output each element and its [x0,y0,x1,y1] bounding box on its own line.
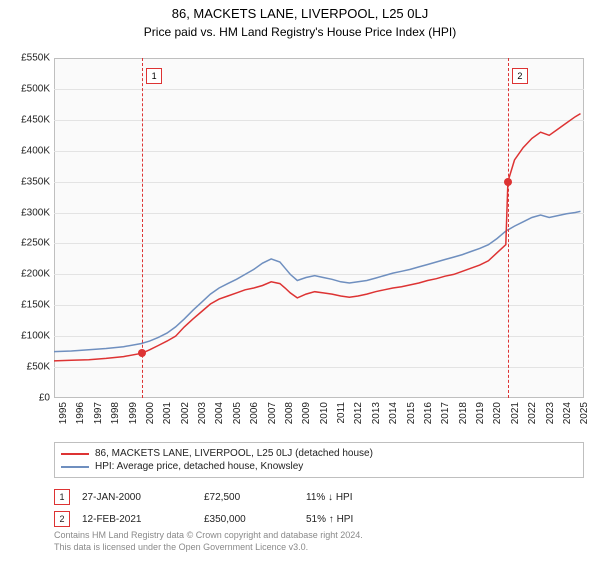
y-axis-tick-label: £450K [4,114,50,125]
footer: Contains HM Land Registry data © Crown c… [54,530,584,553]
x-axis-tick-label: 2024 [562,402,573,424]
x-axis-tick-label: 1995 [58,402,69,424]
table-row: 1 27-JAN-2000 £72,500 11% ↓ HPI [54,486,584,508]
x-axis-tick-label: 2013 [371,402,382,424]
y-axis-tick-label: £400K [4,145,50,156]
transaction-price: £350,000 [204,514,294,525]
y-axis-tick-label: £550K [4,53,50,64]
y-axis-tick-label: £300K [4,207,50,218]
transaction-delta: 51% ↑ HPI [306,514,406,525]
y-axis-tick-label: £200K [4,269,50,280]
line-price-paid [54,114,581,361]
y-axis-tick-label: £50K [4,362,50,373]
x-axis-tick-label: 2025 [579,402,590,424]
chart-lines-svg [54,58,584,398]
x-axis-tick-label: 1997 [93,402,104,424]
x-axis-tick-label: 2018 [458,402,469,424]
x-axis-tick-label: 2003 [197,402,208,424]
y-axis-tick-label: £150K [4,300,50,311]
chart-title: 86, MACKETS LANE, LIVERPOOL, L25 0LJ [0,6,600,21]
x-axis-tick-label: 2011 [336,402,347,424]
x-axis-tick-label: 2008 [284,402,295,424]
legend-swatch-price [61,453,89,455]
transactions-table: 1 27-JAN-2000 £72,500 11% ↓ HPI 2 12-FEB… [54,486,584,530]
table-row: 2 12-FEB-2021 £350,000 51% ↑ HPI [54,508,584,530]
legend: 86, MACKETS LANE, LIVERPOOL, L25 0LJ (de… [54,442,584,478]
x-axis-tick-label: 2015 [406,402,417,424]
transaction-price: £72,500 [204,492,294,503]
transaction-marker-icon: 1 [54,489,70,505]
transaction-marker-icon: 2 [54,511,70,527]
footer-line: This data is licensed under the Open Gov… [54,542,584,554]
x-axis-tick-label: 2009 [301,402,312,424]
y-axis-tick-label: £350K [4,176,50,187]
x-axis-tick-label: 2004 [214,402,225,424]
transaction-date: 27-JAN-2000 [82,492,192,503]
x-axis-tick-label: 1999 [128,402,139,424]
x-axis-tick-label: 2022 [527,402,538,424]
chart-subtitle: Price paid vs. HM Land Registry's House … [0,25,600,39]
marker-label-box: 2 [512,68,528,84]
x-axis-tick-label: 2023 [545,402,556,424]
transaction-date: 12-FEB-2021 [82,514,192,525]
x-axis-tick-label: 2010 [319,402,330,424]
marker-point-icon [504,178,512,186]
x-axis-tick-label: 2002 [180,402,191,424]
legend-label-price: 86, MACKETS LANE, LIVERPOOL, L25 0LJ (de… [95,448,373,459]
marker-vertical-line [508,58,509,398]
x-axis-tick-label: 1998 [110,402,121,424]
x-axis-tick-label: 2000 [145,402,156,424]
legend-swatch-hpi [61,466,89,468]
x-axis-tick-label: 2019 [475,402,486,424]
footer-line: Contains HM Land Registry data © Crown c… [54,530,584,542]
x-axis-tick-label: 2016 [423,402,434,424]
x-axis-tick-label: 1996 [75,402,86,424]
x-axis-tick-label: 2007 [267,402,278,424]
legend-label-hpi: HPI: Average price, detached house, Know… [95,461,303,472]
x-axis-tick-label: 2017 [440,402,451,424]
legend-row: HPI: Average price, detached house, Know… [61,460,577,473]
y-axis-tick-label: £250K [4,238,50,249]
marker-label-box: 1 [146,68,162,84]
x-axis-tick-label: 2001 [162,402,173,424]
transaction-delta: 11% ↓ HPI [306,492,406,503]
y-axis-tick-label: £500K [4,83,50,94]
x-axis-tick-label: 2012 [353,402,364,424]
legend-row: 86, MACKETS LANE, LIVERPOOL, L25 0LJ (de… [61,447,577,460]
x-axis-tick-label: 2006 [249,402,260,424]
x-axis-tick-label: 2005 [232,402,243,424]
x-axis-tick-label: 2014 [388,402,399,424]
line-hpi [54,211,581,351]
x-axis-tick-label: 2020 [492,402,503,424]
marker-point-icon [138,349,146,357]
marker-vertical-line [142,58,143,398]
y-axis-tick-label: £0 [4,393,50,404]
x-axis-tick-label: 2021 [510,402,521,424]
y-axis-tick-label: £100K [4,331,50,342]
